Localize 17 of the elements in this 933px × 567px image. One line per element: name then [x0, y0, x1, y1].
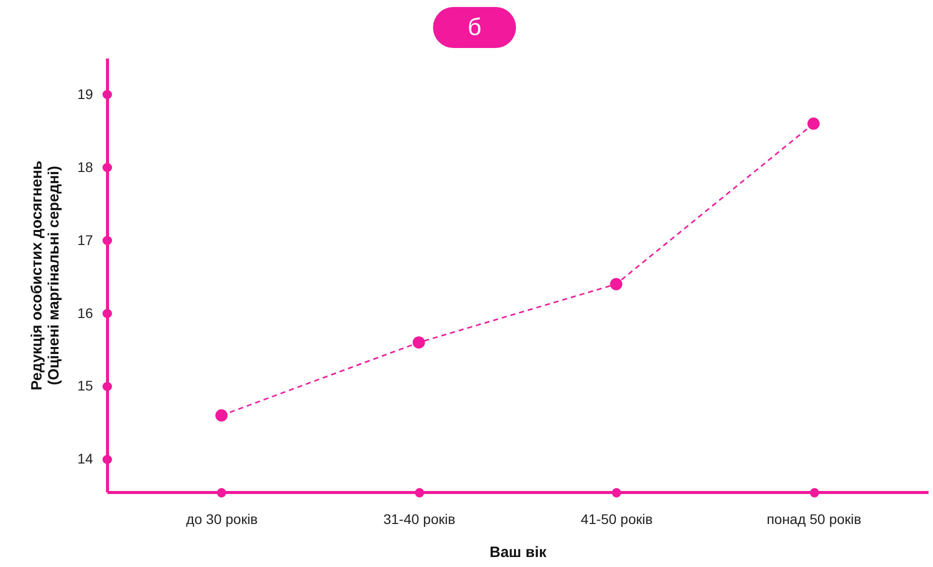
chart-title: б	[433, 7, 516, 48]
y-tick-label: 17	[77, 232, 94, 248]
y-tick-label: 19	[77, 86, 94, 102]
x-tick-label: до 30 років	[186, 511, 258, 527]
y-tick-label: 16	[77, 304, 94, 321]
x-tick-label: понад 50 років	[766, 511, 862, 527]
point	[215, 409, 228, 422]
point	[412, 336, 425, 349]
x-tick-label: 41-50 років	[580, 511, 653, 527]
y-tick-label: 18	[77, 158, 94, 175]
point	[807, 118, 820, 130]
y-axis-title: Редукція особистих досягнень (Оцінені маргінальні середні)	[28, 160, 62, 390]
point	[610, 278, 622, 290]
x-tick-label: 31-40 років	[383, 511, 456, 527]
y-tick-label: 15	[77, 378, 94, 394]
y-tick-label: 14	[77, 450, 94, 467]
x-axis-title: Ваш вік	[490, 544, 547, 561]
